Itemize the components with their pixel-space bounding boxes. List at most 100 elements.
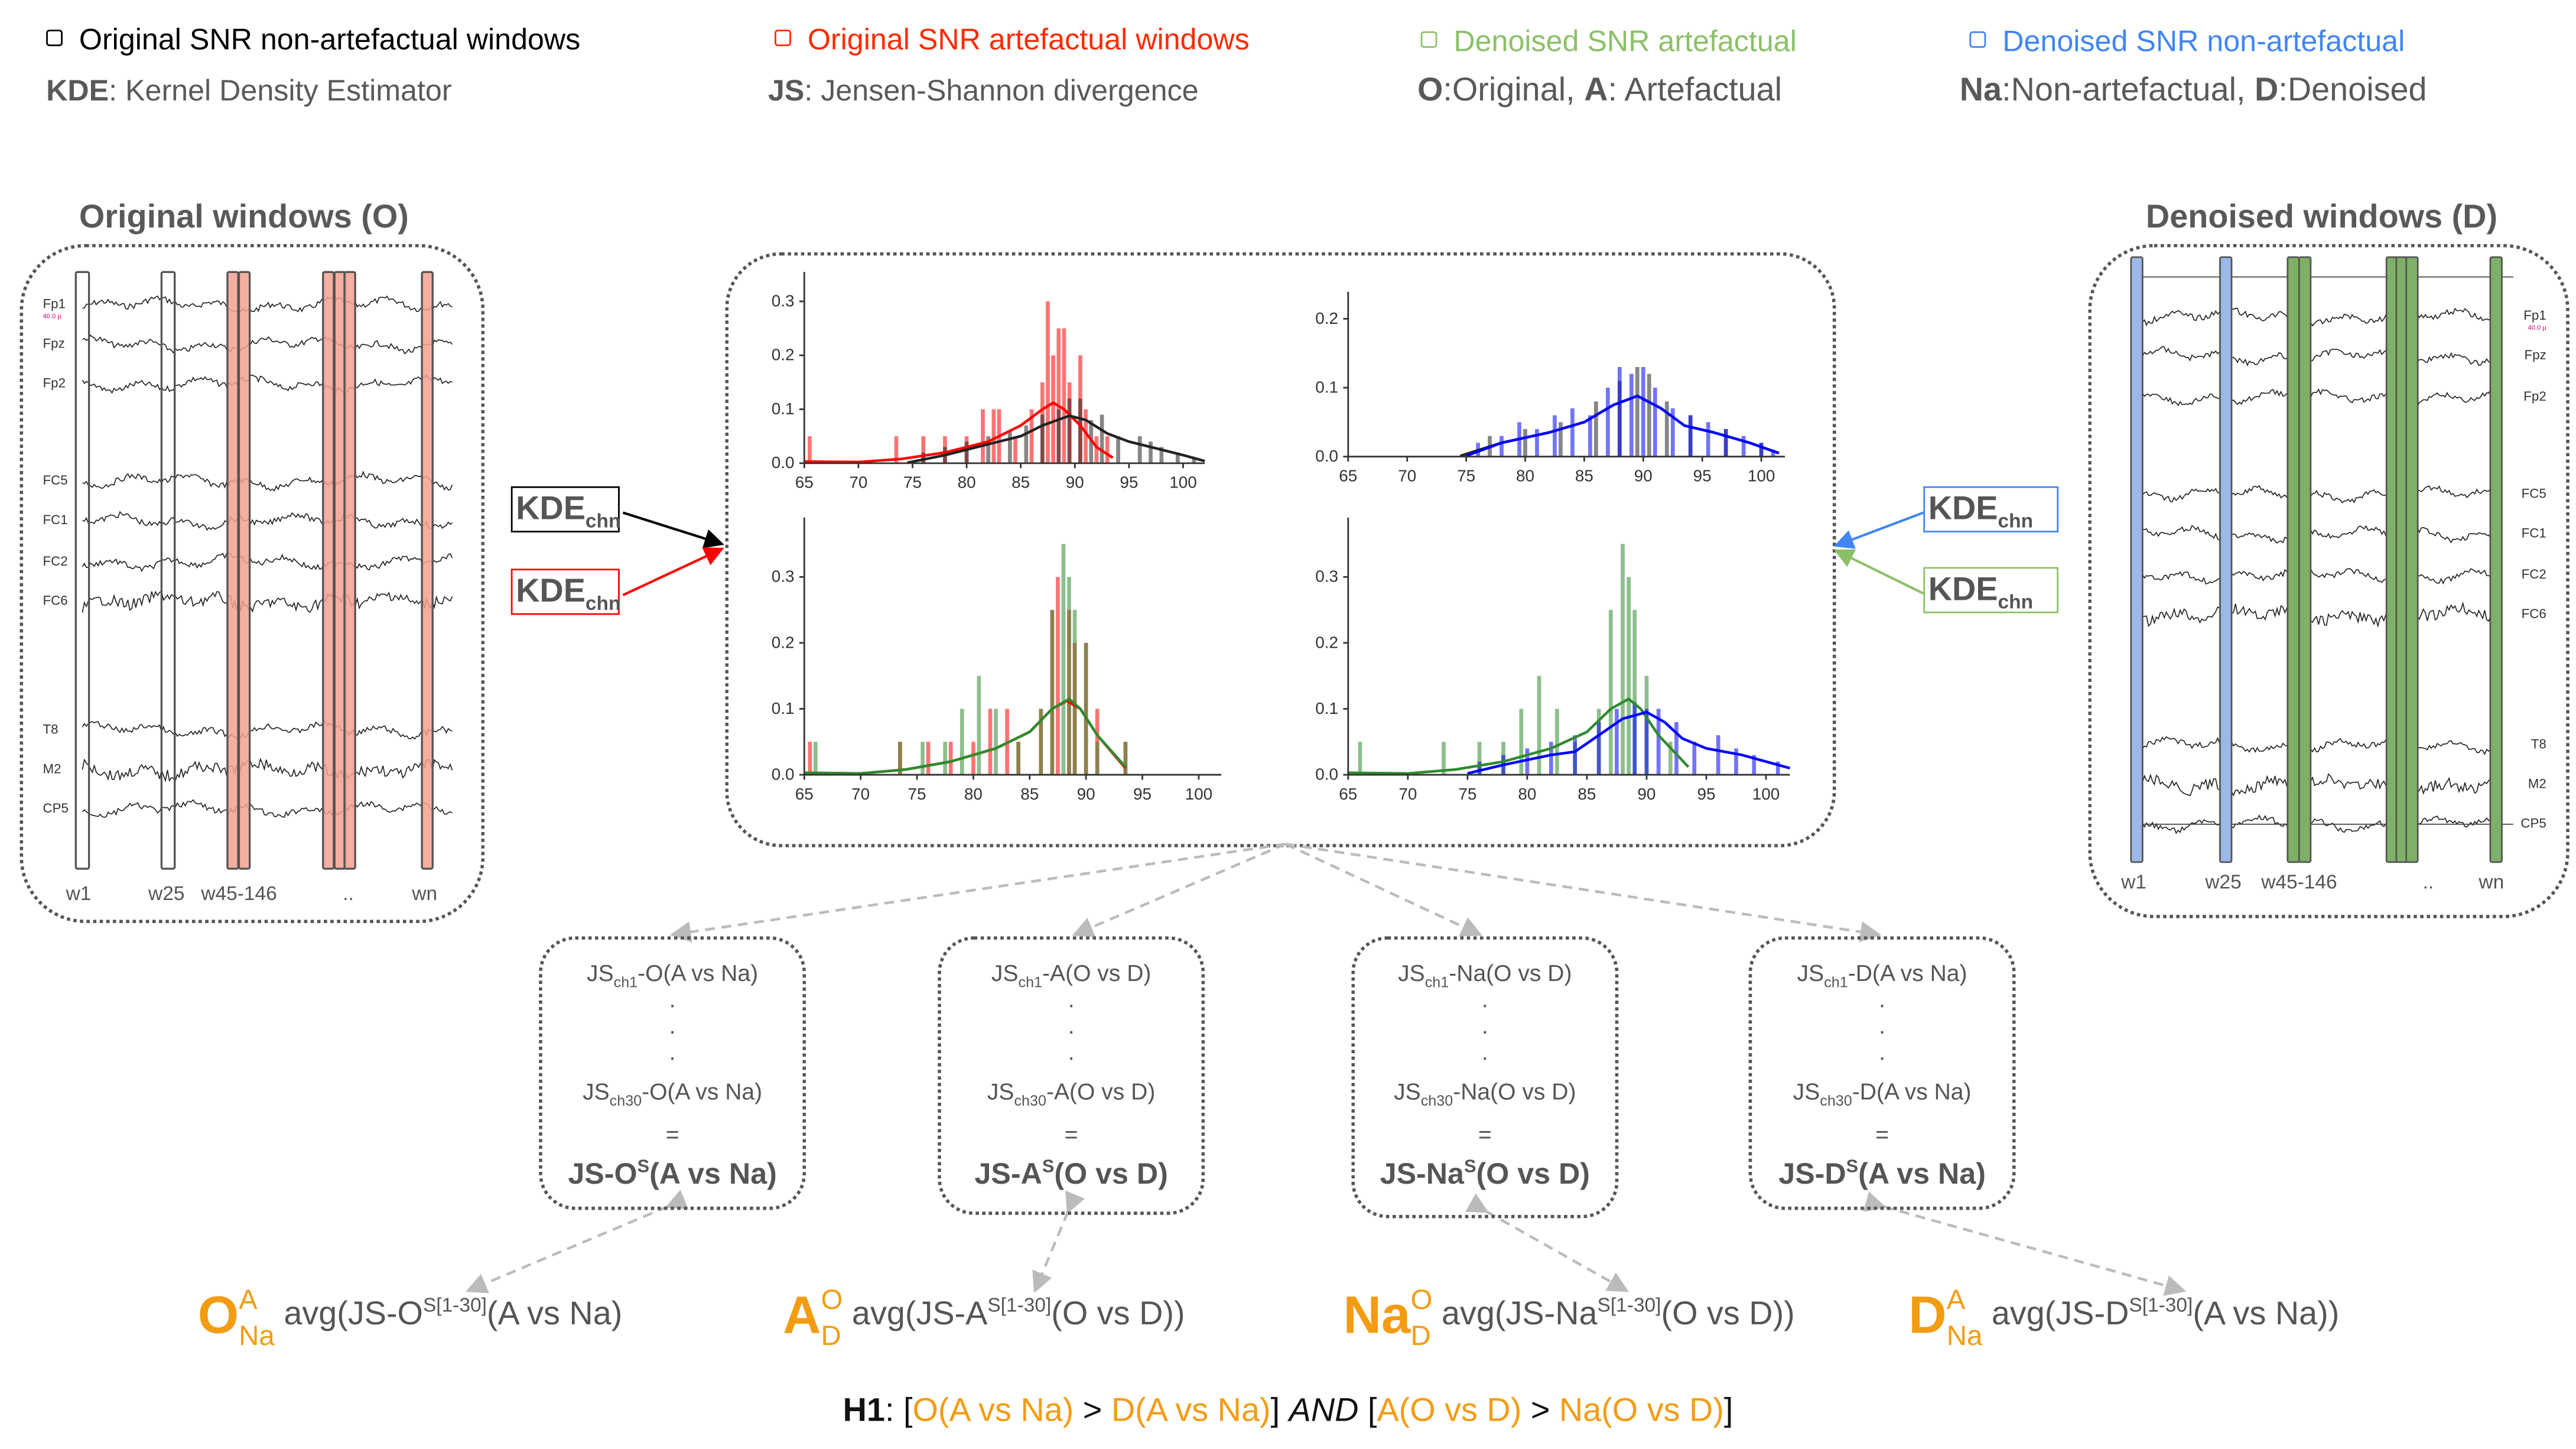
artefactual-window-marker <box>421 271 434 870</box>
x-tick-label: 95 <box>1133 785 1152 803</box>
artefactual-window-marker <box>238 271 251 870</box>
eeg-trace <box>82 374 453 394</box>
window-label: w1 <box>66 882 92 905</box>
abbrev-key: Na <box>1959 72 2002 109</box>
x-tick-label: 65 <box>795 785 814 803</box>
js-text: JS <box>1398 959 1425 986</box>
js-text: -O(A vs Na) <box>638 959 759 986</box>
x-tick-label: 95 <box>1697 785 1715 803</box>
js-box: JSch1-O(A vs Na) ... JSch30-O(A vs Na) =… <box>539 936 806 1210</box>
window-label: w45-146 <box>2261 870 2337 894</box>
arrow-js-o-formula <box>466 1190 689 1294</box>
histogram-bar <box>926 742 931 775</box>
scale-label: 40.0 µ <box>43 311 61 320</box>
kde-sub: chn <box>585 509 621 533</box>
js-box: JSch1-D(A vs Na) ... JSch30-D(A vs Na) =… <box>1748 936 2016 1210</box>
abbrev-key: JS <box>767 74 805 108</box>
histogram-bar <box>921 436 926 463</box>
histogram-bar <box>1688 415 1693 457</box>
histogram-bar <box>1192 457 1196 463</box>
histogram-bar <box>1084 642 1088 775</box>
eeg-trace <box>82 758 453 782</box>
x-tick-label: 65 <box>1339 785 1357 803</box>
dot: . <box>1481 1038 1488 1065</box>
abbrev-js: JS: Jensen-Shannon divergence <box>768 74 1199 109</box>
legend-square-icon <box>1420 31 1437 48</box>
formula-text: avg(JS-Na <box>1441 1296 1598 1333</box>
js-text: -A(O vs D) <box>1042 959 1152 986</box>
formula-exp: S[1-30] <box>422 1293 487 1317</box>
dot: . <box>1481 986 1488 1012</box>
h1-term: A(O vs D) <box>1377 1393 1522 1429</box>
kde-label: KDE <box>1928 491 1998 528</box>
y-tick-label: 0.3 <box>772 291 795 310</box>
histogram-bar <box>977 675 981 775</box>
histogram-bar <box>1549 742 1553 775</box>
histogram-bar <box>1752 755 1757 775</box>
histogram-bar <box>986 436 991 463</box>
js-text: JS <box>1797 959 1824 986</box>
histogram-bar <box>981 409 985 463</box>
y-tick-label: 0.1 <box>772 399 795 418</box>
js-text: -D(A vs Na) <box>1852 1078 1972 1104</box>
histogram-bar <box>1553 415 1557 457</box>
js-summary: JS-AS(O vs D) <box>941 1157 1202 1192</box>
legend-denoised-artefactual: Denoised SNR artefactual <box>1420 25 1797 60</box>
eeg-trace <box>2142 388 2492 408</box>
h1-text: > <box>1074 1393 1111 1429</box>
x-tick-label: 85 <box>1020 785 1039 803</box>
x-tick-label: 100 <box>1748 467 1775 485</box>
js-sub: ch1 <box>1824 974 1848 990</box>
histogram-bar <box>1056 328 1061 463</box>
abbrev-o-a: O:Original, A: Artefactual <box>1417 73 1782 111</box>
vertical-dots: ... <box>1355 986 1615 1065</box>
legend-label: Original SNR non-artefactual windows <box>79 23 581 56</box>
x-tick-label: 100 <box>1185 785 1213 803</box>
formula-indices: A Na <box>239 1282 275 1355</box>
channel-label: FC2 <box>2521 567 2546 582</box>
histogram-bar <box>1500 436 1504 457</box>
legend-denoised-non-artefactual: Denoised SNR non-artefactual <box>1969 25 2405 60</box>
histogram-bar <box>1627 577 1631 775</box>
abbrev-text: : Artefactual <box>1608 72 1783 109</box>
formula-text: (O vs D)) <box>1051 1296 1185 1333</box>
js-ch1-line: JSch1-D(A vs Na) <box>1752 959 2012 990</box>
channel-label: CP5 <box>43 801 69 816</box>
arrow-kde-green <box>1833 549 1924 595</box>
equals-sign: = <box>1478 1120 1492 1148</box>
histogram-bar <box>971 742 975 775</box>
histogram-bar <box>1692 742 1697 775</box>
denoised-windows-title: Denoised windows (D) <box>2145 199 2498 236</box>
js-sup: S <box>1042 1157 1055 1177</box>
eeg-trace <box>2142 485 2492 504</box>
y-tick-label: 0.1 <box>1315 378 1338 396</box>
x-tick-label: 85 <box>1011 473 1030 492</box>
histogram-bar <box>1051 355 1055 463</box>
channel-label: Fp2 <box>43 376 66 391</box>
h1-label: H1 <box>843 1393 885 1429</box>
artefactual-window-marker <box>343 271 356 870</box>
histogram-bar <box>988 709 993 775</box>
kde-curve <box>804 697 1127 775</box>
formula-text: avg(JS-O <box>284 1296 423 1333</box>
histogram-bar <box>994 709 998 775</box>
js-sub: ch30 <box>609 1092 642 1109</box>
equals-sign: = <box>665 1120 679 1148</box>
y-tick-label: 0.0 <box>1315 765 1338 783</box>
histogram-bar <box>1094 436 1099 463</box>
channel-label: Fpz <box>2524 347 2546 363</box>
dot: . <box>1879 1038 1886 1065</box>
denoised-artefactual-window-marker <box>2489 256 2503 863</box>
js-text: JS <box>1793 1078 1820 1104</box>
formula-exp: S[1-30] <box>1597 1293 1661 1317</box>
js-text: (O vs D) <box>1054 1157 1168 1191</box>
formula-letter: O <box>197 1285 239 1344</box>
histogram-bar <box>1523 429 1527 457</box>
window-label: .. <box>343 882 354 905</box>
equals-sign: = <box>1875 1120 1889 1148</box>
legend-square-icon <box>775 30 791 47</box>
x-tick-label: 100 <box>1169 473 1197 492</box>
histogram-bar <box>1050 610 1055 775</box>
